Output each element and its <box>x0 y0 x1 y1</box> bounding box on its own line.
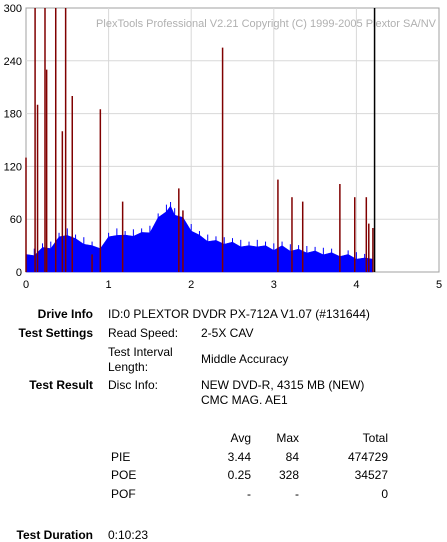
drive-info-label: Drive Info <box>37 307 93 321</box>
interval-label-line2: Length: <box>108 360 149 374</box>
x-tick-label: 4 <box>353 279 359 291</box>
y-tick-label: 240 <box>4 56 22 68</box>
plot-area <box>25 7 440 273</box>
stats-row-poe-total: 34527 <box>354 468 388 482</box>
disc-info-value-line1: NEW DVD-R, 4315 MB (NEW) <box>201 378 365 392</box>
stats-header-avg: Avg <box>230 431 251 445</box>
stats-row-pof-max: - <box>295 487 299 501</box>
stats-header-max: Max <box>276 431 299 445</box>
stats-row-pie-avg: 3.44 <box>227 450 251 464</box>
test-duration-value: 0:10:23 <box>108 528 149 542</box>
test-settings-label: Test Settings <box>18 326 93 340</box>
stats-row-pof-total: 0 <box>381 487 388 501</box>
stats-row-poe-name: POE <box>111 468 137 482</box>
chart-grid <box>26 8 439 272</box>
y-tick-label: 180 <box>4 109 22 121</box>
interval-label-line1: Test Interval <box>108 345 173 359</box>
disc-info-value-line2: CMC MAG. AE1 <box>201 393 288 407</box>
stats-row-poe-max: 328 <box>278 468 299 482</box>
x-tick-label: 3 <box>271 279 277 291</box>
x-tick-label: 5 <box>436 279 442 291</box>
y-tick-label: 0 <box>16 267 22 279</box>
stats-row-poe-avg: 0.25 <box>227 468 251 482</box>
y-axis-ticks: 0 60 120 180 240 300 <box>4 3 22 279</box>
x-tick-label: 2 <box>188 279 194 291</box>
stats-row-pie-total: 474729 <box>347 450 388 464</box>
stats-row-pof-avg: - <box>247 487 251 501</box>
poe-series <box>25 8 374 272</box>
test-duration-label: Test Duration <box>16 528 93 542</box>
stats-header-total: Total <box>362 431 388 445</box>
chart-watermark: PlexTools Professional V2.21 Copyright (… <box>96 18 437 30</box>
x-axis-ticks: 0 1 2 3 4 5 <box>23 279 442 291</box>
y-tick-label: 120 <box>4 161 22 173</box>
pie-poe-chart: PlexTools Professional V2.21 Copyright (… <box>4 3 442 291</box>
stats-row-pie-max: 84 <box>285 450 299 464</box>
y-tick-label: 60 <box>10 214 22 226</box>
x-tick-label: 1 <box>106 279 112 291</box>
drive-info-value: ID:0 PLEXTOR DVDR PX-712A V1.07 (#131644… <box>108 307 370 321</box>
x-tick-label: 0 <box>23 279 29 291</box>
disc-info-label: Disc Info: <box>108 378 159 392</box>
y-tick-label: 300 <box>4 3 22 15</box>
stats-row-pof-name: POF <box>111 487 136 501</box>
stats-row-pie-name: PIE <box>111 450 131 464</box>
read-speed-value: 2-5X CAV <box>201 326 254 340</box>
read-speed-label: Read Speed: <box>108 326 179 340</box>
test-result-label: Test Result <box>29 378 93 392</box>
pie-series <box>25 202 374 273</box>
interval-value: Middle Accuracy <box>201 352 289 366</box>
